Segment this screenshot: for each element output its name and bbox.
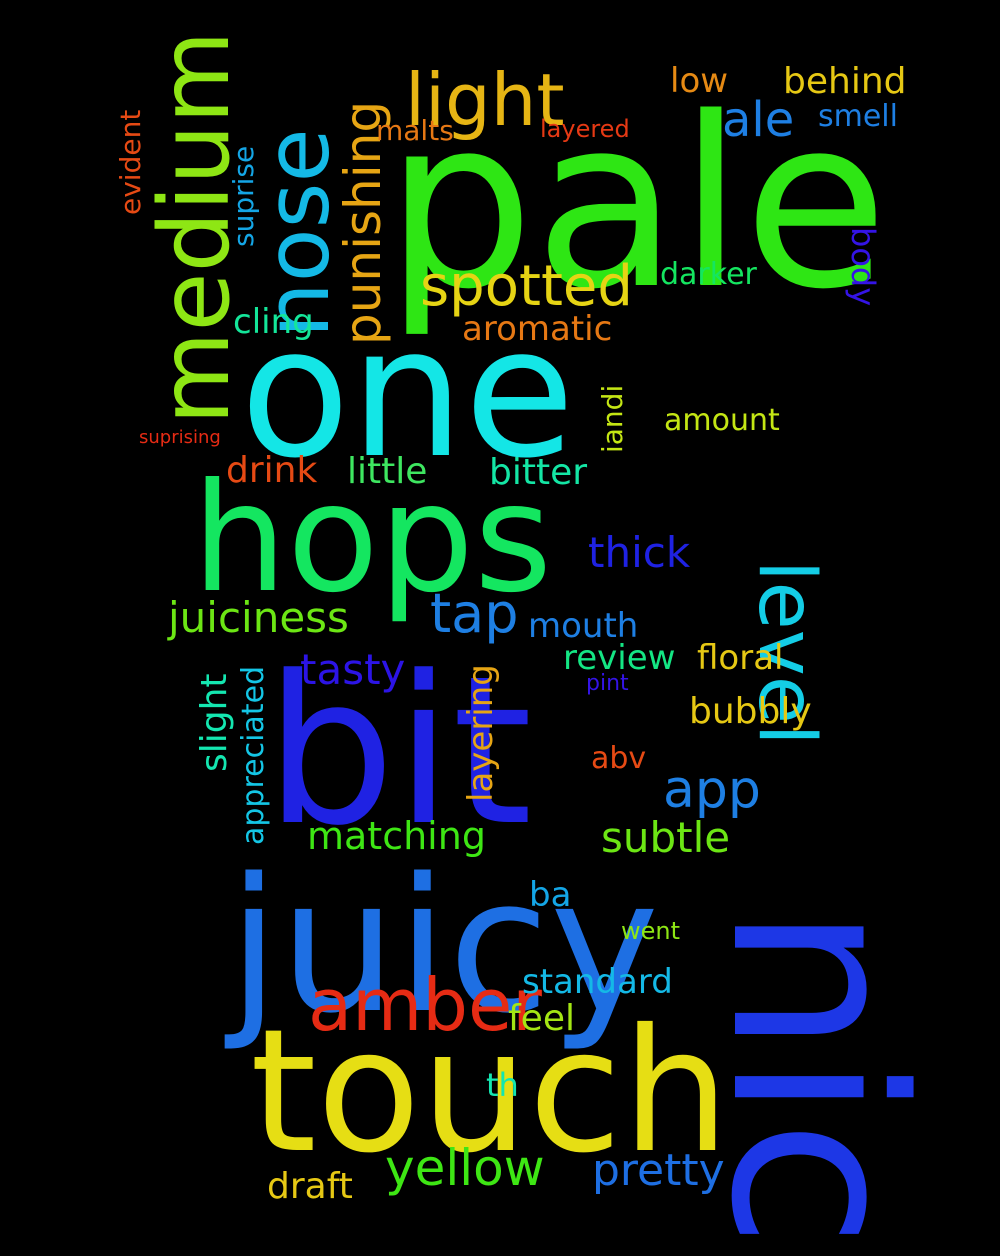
word-body: body <box>844 227 882 306</box>
word-nice: nice <box>679 905 952 1256</box>
word-smell: smell <box>818 99 898 134</box>
word-behind: behind <box>783 61 907 102</box>
word-darker: darker <box>660 257 758 292</box>
word-abv: abv <box>591 741 646 776</box>
word-medium: medium <box>139 30 251 425</box>
word-tasty: tasty <box>300 645 405 694</box>
word-iandi: iandi <box>596 385 629 453</box>
word-bubbly: bubbly <box>689 691 812 732</box>
word-malts: malts <box>376 114 454 147</box>
word-drink: drink <box>226 450 317 491</box>
word-subtle: subtle <box>601 813 730 862</box>
word-slight: slight <box>194 673 235 772</box>
word-nose: nose <box>246 128 349 338</box>
word-bitter: bitter <box>489 452 587 493</box>
word-went: went <box>621 917 680 945</box>
word-tap: tap <box>430 582 519 645</box>
word-draft: draft <box>267 1166 353 1207</box>
word-standard: standard <box>522 962 673 1002</box>
word-pale: pale <box>385 68 888 341</box>
word-low: low <box>670 61 728 101</box>
word-bit: bit <box>265 633 532 871</box>
word-yellow: yellow <box>385 1139 545 1197</box>
word-floral: floral <box>697 638 783 678</box>
word-appreciated: appreciated <box>236 666 271 845</box>
word-matching: matching <box>307 814 486 858</box>
word-mouth: mouth <box>528 606 638 646</box>
word-suprise: suprise <box>227 146 260 247</box>
word-punishing: punishing <box>334 101 392 345</box>
word-thick: thick <box>588 528 691 577</box>
word-th: th <box>486 1066 519 1104</box>
word-level: level <box>741 560 831 745</box>
word-touch: touch <box>250 993 730 1191</box>
word-layering: layering <box>461 664 501 802</box>
word-aromatic: aromatic <box>462 309 612 349</box>
word-juiciness: juiciness <box>167 593 349 642</box>
word-suprising: suprising <box>139 427 221 448</box>
word-hops: hops <box>192 452 552 626</box>
word-pint: pint <box>586 671 629 696</box>
word-layered: layered <box>540 115 630 143</box>
word-spotted: spotted <box>420 254 633 319</box>
word-pretty: pretty <box>592 1145 725 1196</box>
word-feel: feel <box>508 998 575 1039</box>
word-juicy: juicy <box>224 838 659 1054</box>
word-review: review <box>563 638 675 678</box>
word-little: little <box>347 451 427 492</box>
word-ale: ale <box>722 92 794 148</box>
word-amber: amber <box>308 963 542 1047</box>
word-app: app <box>663 760 761 820</box>
word-amount: amount <box>664 403 780 438</box>
word-ba: ba <box>529 875 571 915</box>
word-one: one <box>240 289 575 498</box>
word-light: light <box>405 58 565 142</box>
word-cling: cling <box>233 302 314 342</box>
word-evident: evident <box>114 110 147 215</box>
